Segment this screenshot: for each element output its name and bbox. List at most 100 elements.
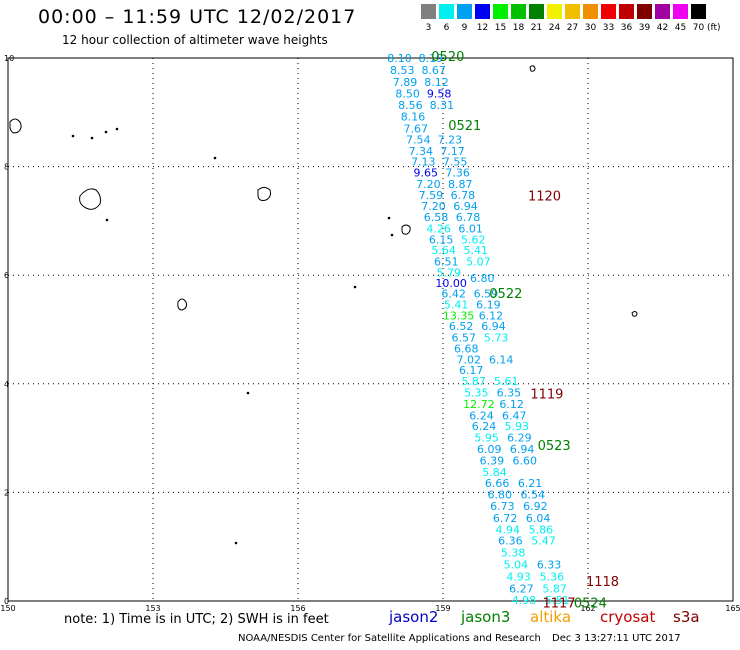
- lon-tick-label: 150: [0, 604, 15, 613]
- island-dot: [390, 233, 394, 237]
- swh-value-label: 7.59: [419, 189, 444, 202]
- pass-time-label: 0523: [538, 439, 571, 454]
- swh-value-label: 6.17: [459, 364, 484, 377]
- lon-tick-label: 153: [145, 604, 160, 613]
- lat-tick-label: 10: [4, 54, 14, 63]
- legend-swatch: [673, 4, 688, 19]
- lon-tick-label: 162: [580, 604, 595, 613]
- swh-value-label: 9.58: [427, 87, 452, 100]
- island-dot: [71, 134, 75, 138]
- legend-label: 45: [674, 23, 687, 33]
- swh-value-label: 6.80: [470, 272, 495, 285]
- pass-time-label: 1120: [528, 189, 561, 204]
- legend-swatch: [601, 4, 616, 19]
- swh-value-label: 5.87: [542, 583, 567, 596]
- legend-label: 3: [425, 23, 432, 33]
- island-outline: [177, 298, 187, 311]
- swh-value-label: 5.41: [444, 299, 469, 312]
- legend-label: 24: [548, 23, 561, 33]
- legend-label: 33: [602, 23, 615, 33]
- island-outline: [9, 118, 22, 134]
- legend-label: 15: [494, 23, 507, 33]
- lat-tick-label: 4: [4, 380, 9, 389]
- swh-value-label: 6.42: [441, 288, 466, 301]
- swh-value-label: 8.16: [401, 111, 426, 124]
- legend-swatch: [565, 4, 580, 19]
- swh-value-label: 8.10: [387, 52, 412, 65]
- swh-value-label: 6.94: [481, 320, 506, 333]
- swh-value-label: 5.84: [482, 466, 507, 479]
- swh-value-label: 6.39: [480, 454, 505, 467]
- legend-swatch: [457, 4, 472, 19]
- swh-value-label: 5.36: [540, 571, 565, 584]
- swh-value-label: 12.72: [463, 398, 495, 411]
- page-subtitle: 12 hour collection of altimeter wave hei…: [62, 33, 328, 47]
- island-dot: [90, 136, 94, 140]
- lon-tick-label: 159: [435, 604, 450, 613]
- legend-swatch: [547, 4, 562, 19]
- swh-value-label: 6.78: [456, 211, 481, 224]
- swh-value-label: 6.59: [474, 288, 499, 301]
- swh-value-label: 6.33: [537, 559, 562, 572]
- swh-value-label: 4.93: [506, 571, 531, 584]
- swh-value-label: 4.98: [512, 594, 537, 607]
- page-title: 00:00 – 11:59 UTC 12/02/2017: [38, 6, 357, 28]
- swh-value-label: 6.09: [477, 443, 502, 456]
- legend-swatch: [655, 4, 670, 19]
- swh-value-label: 6.54: [520, 489, 545, 502]
- lat-tick-label: 0: [4, 597, 9, 606]
- lat-tick-label: 8: [4, 163, 9, 172]
- legend-swatch: [439, 4, 454, 19]
- swh-value-label: 5.62: [461, 233, 486, 246]
- swh-value-label: 5.64: [431, 244, 456, 257]
- swh-value-label: 7.17: [440, 145, 465, 158]
- island-outline: [257, 187, 271, 201]
- legend-label: 6: [443, 23, 450, 33]
- swh-value-label: 7.20: [416, 178, 441, 191]
- swh-value-label: 8.12: [424, 76, 449, 89]
- swh-value-label: 5.04: [504, 559, 529, 572]
- swh-value-label: 6.24: [469, 409, 494, 422]
- legend-swatch: [637, 4, 652, 19]
- swh-value-label: 6.60: [513, 454, 538, 467]
- island-dot: [213, 156, 217, 160]
- swh-value-label: 7.54: [406, 133, 431, 146]
- legend-label: 70: [692, 23, 705, 33]
- pass-time-label: 1117: [542, 597, 575, 612]
- pass-time-label: 0521: [448, 119, 481, 134]
- legend-swatch: [511, 4, 526, 19]
- swh-value-label: 6.27: [509, 583, 534, 596]
- swh-value-label: 10.00: [435, 277, 467, 290]
- swh-value-label: 6.36: [498, 535, 523, 548]
- timestamp: Dec 3 13:27:11 UTC 2017: [552, 633, 681, 644]
- swh-value-label: 6.68: [454, 343, 479, 356]
- swh-value-label: 6.73: [490, 500, 515, 513]
- legend-unit: (ft): [707, 23, 721, 33]
- swh-value-label: 8.19: [419, 52, 444, 65]
- swh-value-label: 5.61: [494, 375, 519, 388]
- swh-value-label: 8.53: [390, 64, 415, 77]
- swh-value-label: 6.66: [485, 477, 510, 490]
- satellite-jason3: jason3: [461, 608, 511, 626]
- swh-value-label: 6.72: [493, 512, 518, 525]
- credit-line: NOAA/NESDIS Center for Satellite Applica…: [238, 633, 541, 644]
- island-dot: [234, 541, 238, 545]
- legend-label: 30: [584, 23, 597, 33]
- swh-value-label: 5.51: [545, 594, 570, 607]
- legend-label: 9: [461, 23, 468, 33]
- island-dot: [115, 127, 119, 131]
- swh-value-label: 5.87: [461, 375, 486, 388]
- swh-value-label: 8.50: [395, 87, 420, 100]
- swh-value-label: 6.35: [497, 386, 522, 399]
- swh-value-label: 5.35: [464, 386, 489, 399]
- legend-swatch: [475, 4, 490, 19]
- island-dot: [353, 285, 357, 289]
- swh-value-label: 5.73: [484, 332, 509, 345]
- lon-tick-label: 156: [290, 604, 305, 613]
- legend-label: 36: [620, 23, 633, 33]
- swh-value-label: 6.58: [424, 211, 449, 224]
- pass-time-label: 0524: [574, 597, 607, 612]
- legend-label: 42: [656, 23, 669, 33]
- swh-value-label: 6.47: [502, 409, 527, 422]
